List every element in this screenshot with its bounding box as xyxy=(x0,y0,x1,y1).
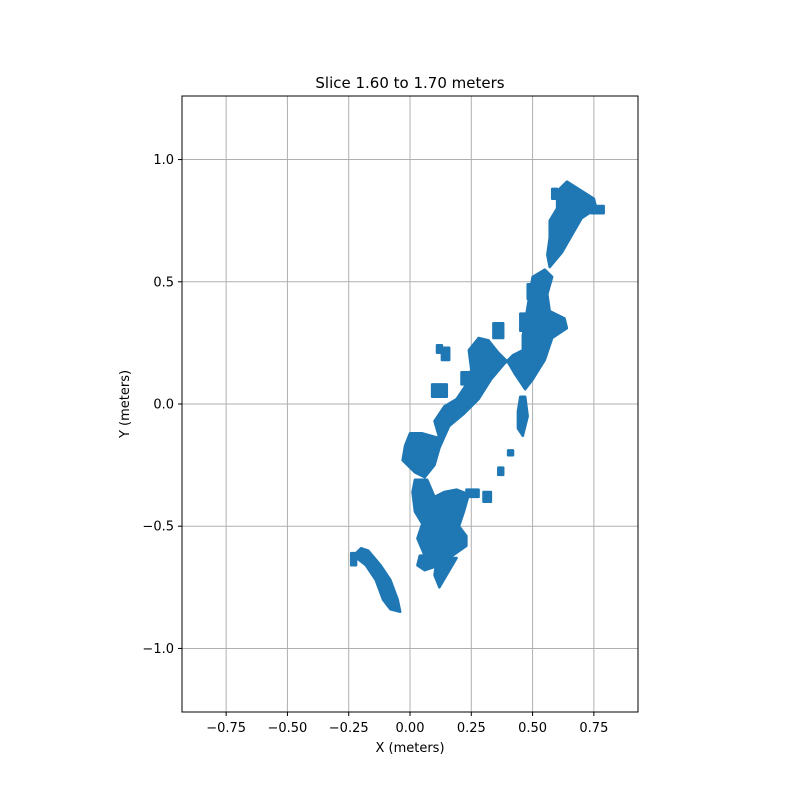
point-cluster xyxy=(482,490,493,504)
point-cluster xyxy=(349,551,358,567)
point-cluster xyxy=(506,449,515,457)
x-tick-label: 0.25 xyxy=(457,721,486,736)
point-cluster xyxy=(401,336,539,479)
y-tick-label: 0.0 xyxy=(153,398,174,413)
chart-title: Slice 1.60 to 1.70 meters xyxy=(315,74,504,92)
point-cluster xyxy=(435,554,446,570)
x-tick-label: −0.50 xyxy=(267,721,307,736)
point-cluster xyxy=(352,546,402,614)
y-tick-label: 1.0 xyxy=(153,153,174,168)
x-tick-label: 0.50 xyxy=(518,721,547,736)
y-tick-label: −0.5 xyxy=(142,520,174,535)
point-cluster xyxy=(526,282,537,301)
x-axis-label: X (meters) xyxy=(375,741,444,756)
point-cluster xyxy=(465,488,480,499)
point-cluster xyxy=(516,395,529,438)
data-points xyxy=(349,180,605,614)
point-cluster xyxy=(497,466,505,477)
x-tick-label: 0.00 xyxy=(396,721,425,736)
y-axis-label: Y (meters) xyxy=(118,370,133,439)
x-tick-label: −0.75 xyxy=(206,721,246,736)
point-cluster xyxy=(519,312,532,332)
x-tick-label: −0.25 xyxy=(329,721,369,736)
point-cluster xyxy=(590,204,605,215)
axis-ticks: −0.75 −0.50 −0.25 0.00 0.25 0.50 0.75 −1.0 −0.5 0… xyxy=(142,153,608,736)
x-tick-label: 0.75 xyxy=(579,721,608,736)
point-cluster xyxy=(416,554,441,572)
y-tick-label: 0.5 xyxy=(153,275,174,290)
point-cluster xyxy=(460,370,475,386)
point-cluster xyxy=(440,346,451,362)
point-cluster xyxy=(430,383,449,398)
y-tick-label: −1.0 xyxy=(142,642,174,657)
point-cluster xyxy=(411,478,471,565)
point-cluster xyxy=(550,187,559,200)
point-cluster xyxy=(492,322,505,340)
